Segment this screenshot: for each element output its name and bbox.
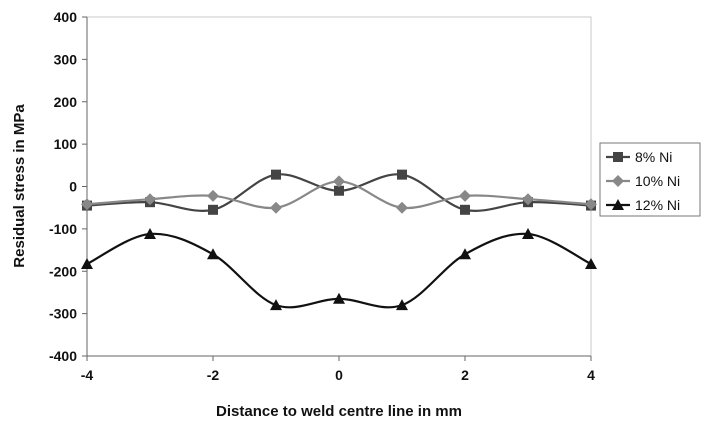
y-tick-label: 300	[54, 51, 78, 67]
x-tick-label: 2	[461, 367, 469, 383]
data-point	[585, 258, 597, 270]
legend: 8% Ni 10% Ni 12% Ni	[599, 142, 701, 217]
data-point	[270, 299, 282, 311]
y-tick-label: 100	[54, 136, 78, 152]
data-point	[207, 248, 219, 260]
x-tick-label: -2	[207, 367, 220, 383]
legend-swatch-marker	[613, 152, 623, 162]
data-point	[396, 201, 408, 214]
y-tick-label: 0	[69, 179, 77, 195]
x-axis-title: Distance to weld centre line in mm	[216, 403, 462, 420]
y-tick-label: 400	[54, 9, 78, 25]
data-point	[459, 189, 471, 202]
legend-swatch-marker	[612, 175, 624, 187]
series-2	[81, 227, 597, 311]
y-tick-label: 200	[54, 94, 78, 110]
data-point	[522, 193, 534, 206]
data-point	[397, 169, 407, 180]
data-point	[207, 189, 219, 202]
data-point	[460, 204, 470, 215]
y-axis-title: Residual stress in MPa	[11, 104, 28, 268]
y-tick-label: -200	[49, 263, 77, 279]
data-point	[81, 258, 93, 270]
x-tick-label: 4	[587, 367, 595, 383]
data-point	[459, 248, 471, 260]
legend-swatch-marker	[612, 199, 624, 210]
data-point	[144, 193, 156, 206]
y-tick-label: -300	[49, 306, 77, 322]
data-point	[585, 198, 597, 211]
data-point	[270, 201, 282, 214]
data-point	[333, 175, 345, 188]
data-point	[522, 227, 534, 239]
x-tick-label: 0	[335, 367, 343, 383]
data-point	[81, 198, 93, 211]
data-point	[396, 299, 408, 311]
legend-label: 12% Ni	[635, 197, 680, 213]
y-tick-label: -100	[49, 221, 77, 237]
data-point	[144, 227, 156, 239]
data-point	[208, 204, 218, 215]
data-point	[334, 185, 344, 196]
legend-label: 8% Ni	[635, 149, 672, 165]
y-tick-label: -400	[49, 348, 77, 364]
series-1	[81, 175, 597, 214]
x-tick-label: -4	[81, 367, 94, 383]
legend-label: 10% Ni	[635, 173, 680, 189]
data-point	[271, 169, 281, 180]
data-point	[333, 292, 345, 304]
